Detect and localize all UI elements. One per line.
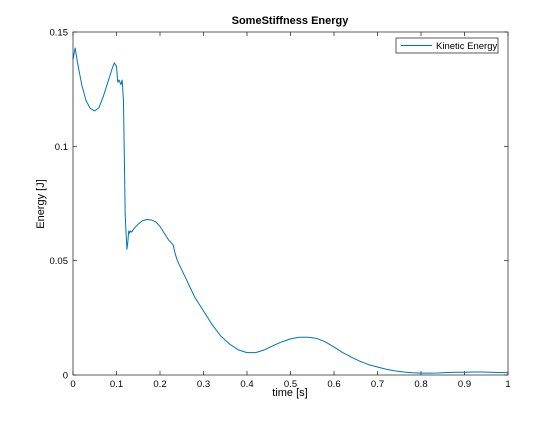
x-tick-label: 0.2 bbox=[153, 379, 166, 390]
x-tick-label: 1 bbox=[505, 379, 510, 390]
x-tick-label: 0.3 bbox=[197, 379, 210, 390]
chart-title: SomeStiffness Energy bbox=[232, 15, 350, 27]
legend-box bbox=[395, 37, 499, 54]
x-tick-label: 0.1 bbox=[110, 379, 123, 390]
x-ticks: 0 0.1 0.2 0.3 0.4 0.5 0.6 0.7 0.8 0.9 1 bbox=[70, 32, 511, 390]
x-tick-label: 0.7 bbox=[371, 379, 384, 390]
plot-frame bbox=[72, 31, 509, 376]
x-tick-label: 0.8 bbox=[414, 379, 427, 390]
legend-entry-label: Kinetic Energy bbox=[436, 41, 498, 52]
series-line-kinetic-energy bbox=[72, 47, 509, 374]
x-tick-label: 0.9 bbox=[458, 379, 471, 390]
x-tick-label: 0.5 bbox=[284, 379, 297, 390]
series-layer bbox=[72, 47, 509, 374]
y-tick-label: 0 bbox=[63, 371, 68, 382]
legend: Kinetic Energy bbox=[395, 37, 499, 54]
plot-background bbox=[73, 32, 508, 375]
y-axis-label: Energy [J] bbox=[35, 179, 47, 229]
y-tick-label: 0.1 bbox=[55, 142, 68, 153]
x-tick-label: 0.6 bbox=[327, 379, 340, 390]
y-tick-label: 0.05 bbox=[50, 256, 69, 267]
y-tick-label: 0.15 bbox=[50, 28, 69, 39]
x-axis-label: time [s] bbox=[272, 387, 307, 399]
x-tick-label: 0 bbox=[70, 379, 75, 390]
x-tick-label: 0.4 bbox=[240, 379, 253, 390]
